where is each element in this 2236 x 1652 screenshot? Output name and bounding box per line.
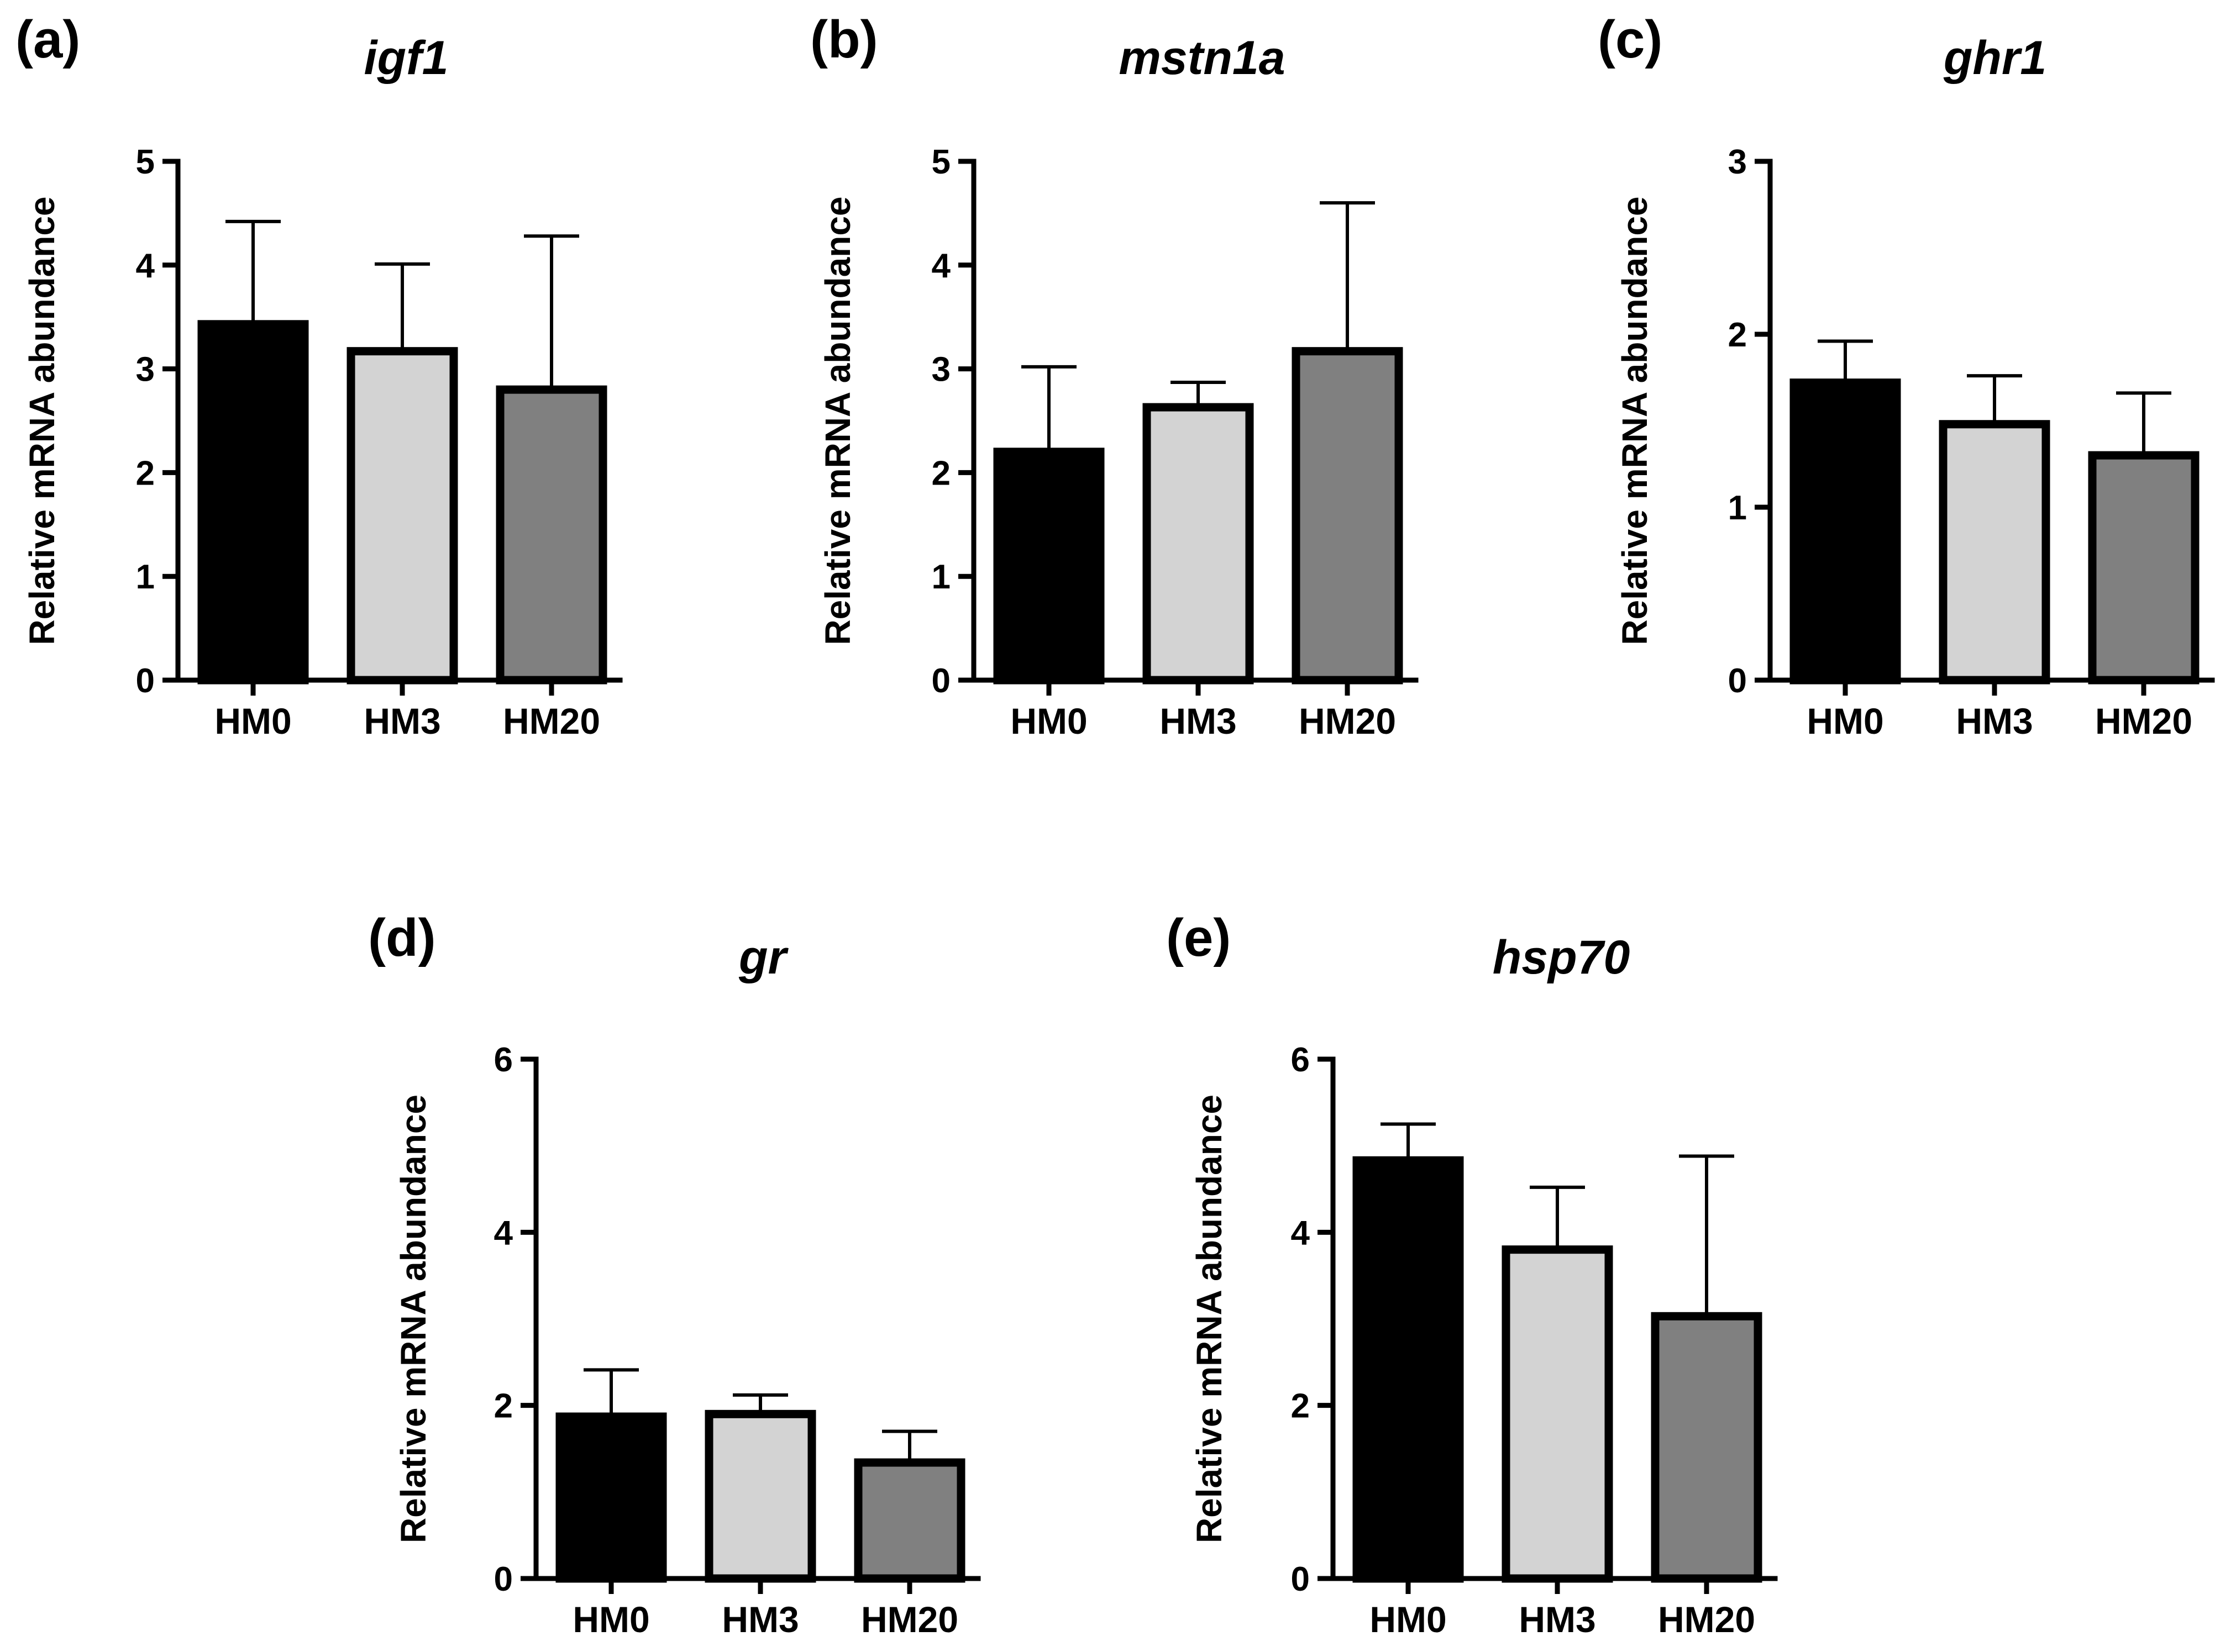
y-tick-label: 3 — [136, 351, 155, 389]
y-tick-label: 2 — [494, 1387, 513, 1425]
x-tick-label: HM3 — [1159, 701, 1236, 741]
y-tick-label: 3 — [932, 351, 951, 389]
bar-hm0 — [197, 320, 309, 685]
y-tick-label: 0 — [1291, 1560, 1310, 1598]
y-tick-label: 4 — [494, 1214, 513, 1252]
y-tick-label: 4 — [1291, 1214, 1310, 1252]
y-tick-label: 2 — [1728, 316, 1747, 354]
panel-a: (a) igf1 Relative mRNA abundance HM0 HM3 HM20… — [15, 10, 623, 741]
bar-hm0 — [1789, 378, 1901, 685]
x-tick-label: HM0 — [1369, 1599, 1446, 1640]
panel-c: (c) ghr1 Relative mRNA abundance HM0 HM3 HM20… — [1598, 10, 2215, 741]
bar-hm3 — [705, 1409, 816, 1583]
y-tick-label: 2 — [136, 454, 155, 492]
y-tick-label: 0 — [136, 662, 155, 700]
bar-hm20 — [1292, 347, 1403, 685]
y-tick-label: 1 — [1728, 489, 1747, 527]
y-axis-label: Relative mRNA abundance — [818, 196, 858, 645]
x-tick-label: HM0 — [1807, 701, 1883, 741]
x-tick-label: HM3 — [722, 1599, 799, 1640]
y-tick-label: 0 — [1728, 662, 1747, 700]
bar-hm0 — [993, 448, 1105, 685]
y-axis-label: Relative mRNA abundance — [22, 196, 62, 645]
bar-hm20 — [496, 385, 607, 685]
chart-title: mstn1a — [1119, 31, 1285, 85]
x-tick-label: HM0 — [1010, 701, 1087, 741]
y-tick-label: 6 — [1291, 1041, 1310, 1079]
chart-title: igf1 — [364, 31, 449, 85]
bar-hm20 — [2088, 451, 2200, 685]
chart-title: hsp70 — [1493, 931, 1630, 984]
x-tick-label: HM20 — [1299, 701, 1396, 741]
x-tick-label: HM3 — [364, 701, 440, 741]
panel-label: (c) — [1598, 10, 1662, 69]
bar-hm0 — [555, 1412, 667, 1583]
y-tick-label: 4 — [136, 247, 155, 285]
panel-b: (b) mstn1a Relative mRNA abundance HM0 HM3 HM… — [810, 10, 1419, 741]
y-axis-label: Relative mRNA abundance — [1189, 1095, 1229, 1543]
panel-d: (d) gr Relative mRNA abundance HM0 HM3 HM20 0 2… — [368, 908, 981, 1640]
y-tick-label: 2 — [932, 454, 951, 492]
chart-title: ghr1 — [1943, 31, 2046, 85]
panel-label: (d) — [368, 908, 436, 967]
y-tick-label: 6 — [494, 1041, 513, 1079]
y-tick-label: 5 — [136, 143, 155, 181]
bar-hm3 — [1502, 1245, 1613, 1583]
y-axis-label: Relative mRNA abundance — [393, 1095, 433, 1543]
y-tick-label: 1 — [932, 558, 951, 596]
y-tick-label: 4 — [932, 247, 951, 285]
x-tick-label: HM0 — [214, 701, 291, 741]
y-tick-label: 0 — [932, 662, 951, 700]
panel-label: (e) — [1166, 908, 1231, 967]
y-tick-label: 5 — [932, 143, 951, 181]
bar-hm20 — [854, 1458, 965, 1583]
y-tick-label: 1 — [136, 558, 155, 596]
panel-e: (e) hsp70 Relative mRNA abundance HM0 HM3 HM2… — [1166, 908, 1778, 1640]
bar-hm3 — [1939, 420, 2050, 685]
bar-hm20 — [1651, 1312, 1762, 1583]
x-tick-label: HM0 — [573, 1599, 649, 1640]
bar-hm3 — [347, 347, 458, 685]
x-tick-label: HM20 — [861, 1599, 958, 1640]
panel-label: (a) — [15, 10, 80, 69]
y-tick-label: 0 — [494, 1560, 513, 1598]
x-tick-label: HM20 — [2095, 701, 2192, 741]
y-tick-label: 2 — [1291, 1387, 1310, 1425]
x-tick-label: HM3 — [1519, 1599, 1595, 1640]
chart-title: gr — [738, 931, 789, 984]
x-tick-label: HM20 — [1658, 1599, 1755, 1640]
y-tick-label: 3 — [1728, 143, 1747, 181]
panel-label: (b) — [810, 10, 878, 69]
bar-hm3 — [1142, 403, 1254, 685]
bar-hm0 — [1352, 1156, 1464, 1583]
x-tick-label: HM20 — [503, 701, 600, 741]
x-tick-label: HM3 — [1956, 701, 2033, 741]
y-axis-label: Relative mRNA abundance — [1615, 196, 1655, 645]
